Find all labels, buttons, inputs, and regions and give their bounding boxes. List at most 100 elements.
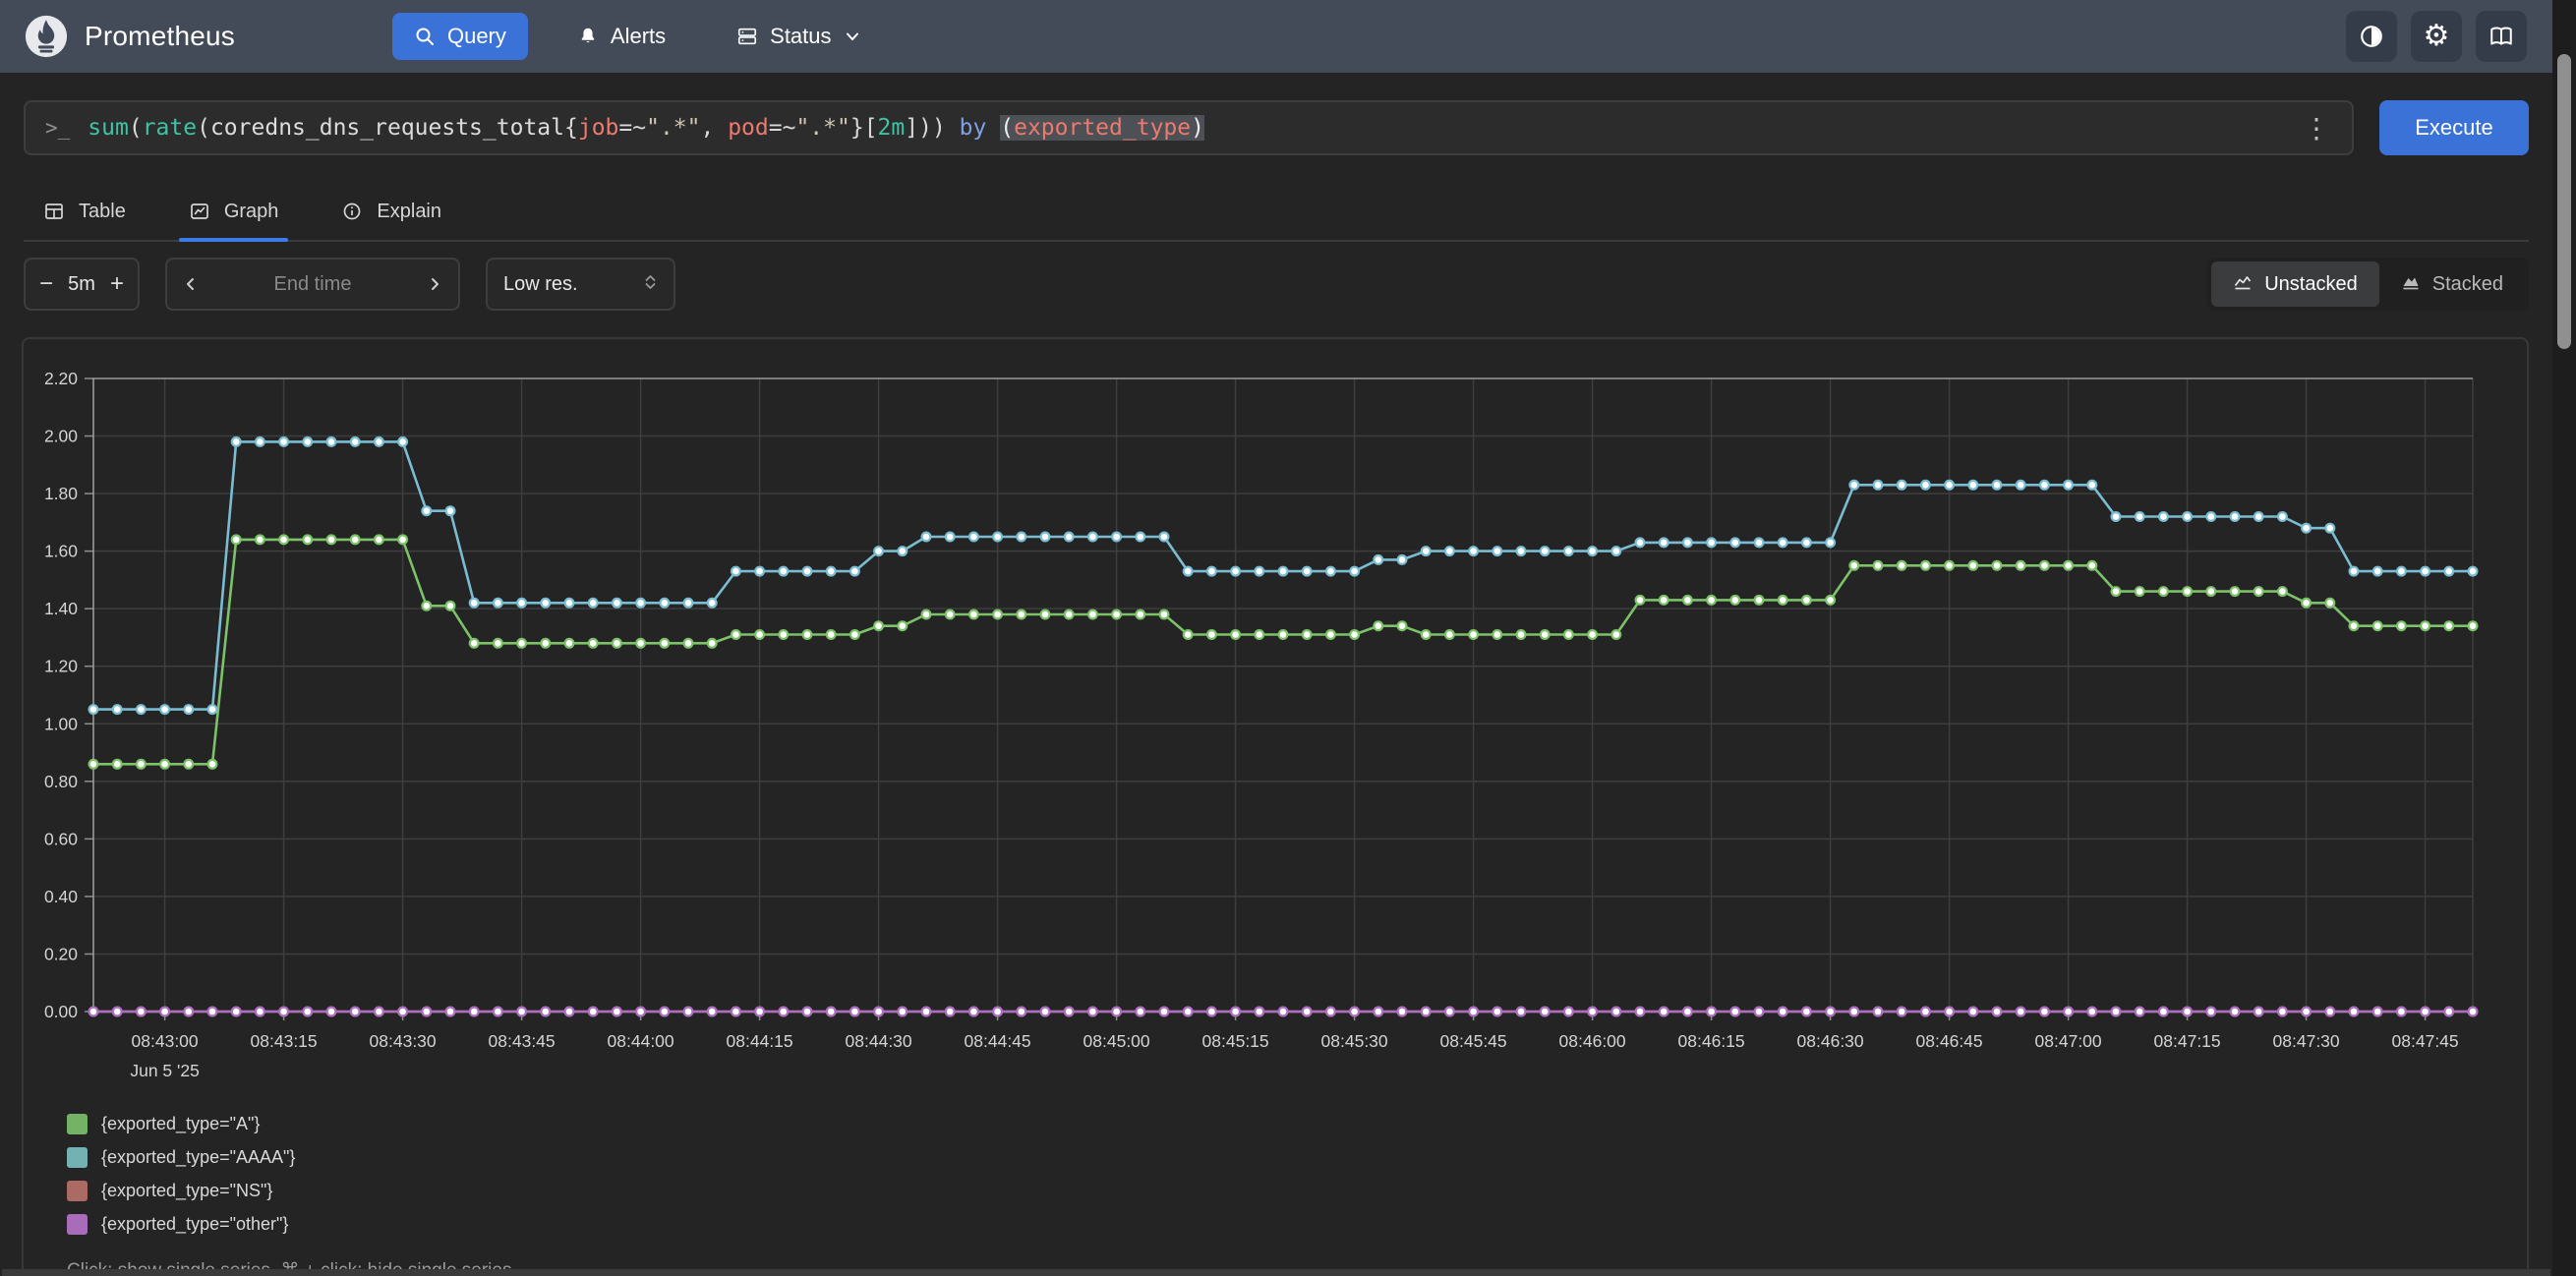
x-axis-label: 08:46:30	[1797, 1031, 1864, 1051]
data-point	[1755, 539, 1764, 548]
end-time-input[interactable]: End time	[165, 258, 460, 311]
legend-swatch	[67, 1147, 88, 1168]
promql-expression[interactable]: sum(rate(coredns_dns_requests_total{job=…	[88, 115, 2299, 141]
data-point	[2254, 1008, 2263, 1016]
legend-item[interactable]: {exported_type="NS"}	[67, 1181, 295, 1201]
query-options-kebab-button[interactable]: ⋮	[2299, 112, 2334, 145]
data-point	[874, 621, 883, 630]
tab-graph[interactable]: Graph	[183, 183, 285, 240]
data-point	[1541, 547, 1550, 555]
data-point	[1374, 621, 1382, 630]
controls-spacer	[701, 258, 2182, 311]
data-point	[89, 1008, 98, 1016]
data-point	[1993, 481, 2002, 490]
data-point	[1611, 1008, 1620, 1016]
data-point	[1160, 1008, 1169, 1016]
y-axis-label: 1.00	[44, 714, 78, 733]
promql-token: ".*"	[646, 115, 700, 141]
legend-item[interactable]: {exported_type="AAAA"}	[67, 1147, 295, 1168]
tab-table[interactable]: Table	[37, 183, 132, 240]
promql-token: rate	[143, 115, 197, 141]
x-axis-label: 08:44:30	[846, 1031, 912, 1051]
legend-item[interactable]: {exported_type="A"}	[67, 1114, 295, 1134]
y-axis-label: 0.20	[44, 944, 78, 963]
promql-token	[946, 115, 960, 141]
data-point	[2444, 1008, 2453, 1016]
data-point	[1849, 561, 1858, 570]
data-point	[708, 639, 717, 648]
graph-controls: − 5m + End time Low res. Unstacked	[24, 258, 2529, 311]
data-point	[2444, 621, 2453, 630]
select-chevrons-icon	[643, 273, 658, 296]
tab-explain[interactable]: Explain	[335, 183, 447, 240]
data-point	[327, 536, 336, 545]
data-point	[1017, 533, 1025, 542]
data-point	[1231, 630, 1240, 639]
scrollbar-thumb[interactable]	[2557, 54, 2571, 349]
data-point	[1255, 630, 1263, 639]
range-increase-button[interactable]: +	[110, 272, 124, 296]
data-point	[946, 1008, 955, 1016]
data-point	[2017, 481, 2025, 490]
data-point	[1874, 561, 1883, 570]
header-actions: ⚙	[2346, 11, 2527, 62]
data-point	[2136, 1008, 2144, 1016]
promql-token: (	[1000, 115, 1014, 141]
legend-item[interactable]: {exported_type="other"}	[67, 1214, 295, 1235]
promql-token: ]	[905, 115, 918, 141]
unstacked-button[interactable]: Unstacked	[2211, 261, 2379, 307]
data-point	[2064, 1008, 2073, 1016]
range-value[interactable]: 5m	[60, 273, 103, 296]
data-point	[256, 1008, 264, 1016]
data-point	[2373, 567, 2382, 576]
data-point	[2112, 1008, 2121, 1016]
legend-swatch	[67, 1114, 88, 1134]
promql-input[interactable]: >_ sum(rate(coredns_dns_requests_total{j…	[24, 100, 2354, 155]
time-back-button[interactable]	[183, 276, 199, 292]
data-point	[1849, 1008, 1858, 1016]
data-point	[2087, 1008, 2096, 1016]
resolution-select[interactable]: Low res.	[486, 258, 675, 311]
scrollbar-track[interactable]	[2552, 0, 2576, 1276]
data-point	[922, 1008, 931, 1016]
data-point	[1683, 596, 1692, 605]
data-point	[1184, 1008, 1193, 1016]
execute-button[interactable]: Execute	[2379, 100, 2529, 155]
data-point	[398, 536, 407, 545]
nav-alerts-button[interactable]: Alerts	[556, 13, 687, 60]
plot-area[interactable]	[93, 378, 2473, 1012]
data-point	[517, 1008, 526, 1016]
data-point	[1088, 533, 1097, 542]
theme-toggle-button[interactable]	[2346, 11, 2397, 62]
stacked-button[interactable]: Stacked	[2379, 261, 2525, 307]
data-point	[1422, 1008, 1431, 1016]
data-point	[732, 567, 740, 576]
data-point	[993, 533, 1002, 542]
docs-button[interactable]	[2476, 11, 2527, 62]
time-forward-button[interactable]	[427, 276, 442, 292]
stacked-label: Stacked	[2432, 273, 2503, 296]
promql-token: =~	[769, 115, 796, 141]
data-point	[2231, 587, 2240, 596]
settings-button[interactable]: ⚙	[2411, 11, 2462, 62]
tab-table-label: Table	[79, 201, 126, 223]
book-open-icon	[2488, 24, 2514, 49]
data-point	[1065, 1008, 1074, 1016]
data-point	[803, 1008, 812, 1016]
data-point	[993, 1008, 1002, 1016]
y-axis-label: 0.60	[44, 829, 78, 848]
tab-graph-label: Graph	[224, 201, 279, 223]
data-point	[1660, 1008, 1669, 1016]
range-decrease-button[interactable]: −	[39, 272, 53, 296]
end-time-placeholder: End time	[274, 273, 352, 296]
chart[interactable]: 0.000.200.400.600.801.001.201.401.601.80…	[24, 339, 2527, 1096]
data-point	[184, 760, 193, 769]
x-axis-label: 08:43:15	[251, 1031, 318, 1051]
data-point	[470, 639, 479, 648]
tab-explain-label: Explain	[377, 201, 441, 223]
x-axis-label: 08:46:15	[1678, 1031, 1745, 1051]
data-point	[660, 639, 669, 648]
nav-status-button[interactable]: Status	[715, 13, 882, 60]
data-point	[2278, 512, 2287, 521]
nav-query-button[interactable]: Query	[392, 13, 528, 60]
